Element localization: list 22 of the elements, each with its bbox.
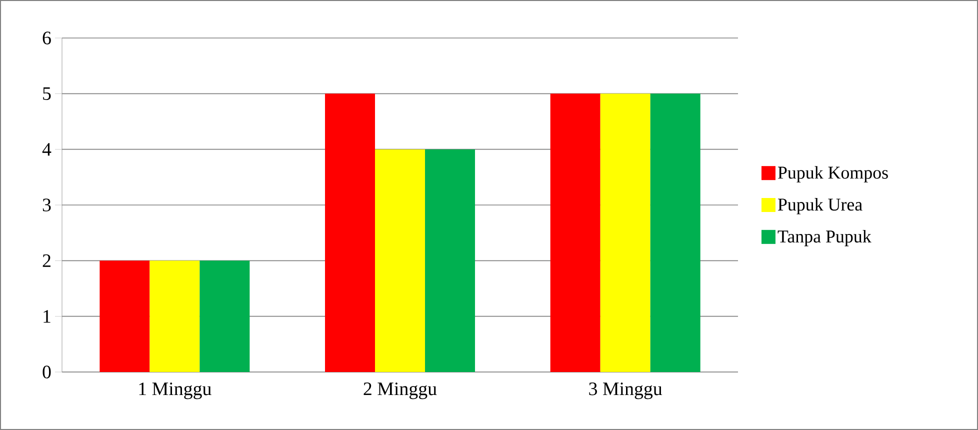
bar xyxy=(550,94,600,372)
bar xyxy=(375,149,426,372)
x-tick-label: 1 Minggu xyxy=(139,382,212,400)
x-tick-label: 2 Minggu xyxy=(364,382,437,400)
legend-label: Pupuk Kompos xyxy=(778,166,888,182)
y-tick-label: 6 xyxy=(42,32,51,44)
y-tick-label: 1 xyxy=(44,310,50,323)
y-tick-label: 0 xyxy=(42,366,51,378)
x-tick-label: 3 Minggu xyxy=(589,382,662,400)
bar xyxy=(425,149,476,372)
y-tick-label: 2 xyxy=(42,254,50,267)
y-tick-label: 3 xyxy=(42,198,51,212)
bar xyxy=(150,260,200,372)
y-tick-label: 5 xyxy=(43,87,51,100)
bar xyxy=(200,260,250,372)
legend-label: Tanpa Pupuk xyxy=(778,230,872,246)
bar xyxy=(100,260,150,372)
bar xyxy=(325,94,376,372)
bar xyxy=(600,94,650,372)
y-tick-label: 4 xyxy=(42,143,52,156)
bar xyxy=(650,94,700,372)
legend-label: Pupuk Urea xyxy=(778,198,862,214)
